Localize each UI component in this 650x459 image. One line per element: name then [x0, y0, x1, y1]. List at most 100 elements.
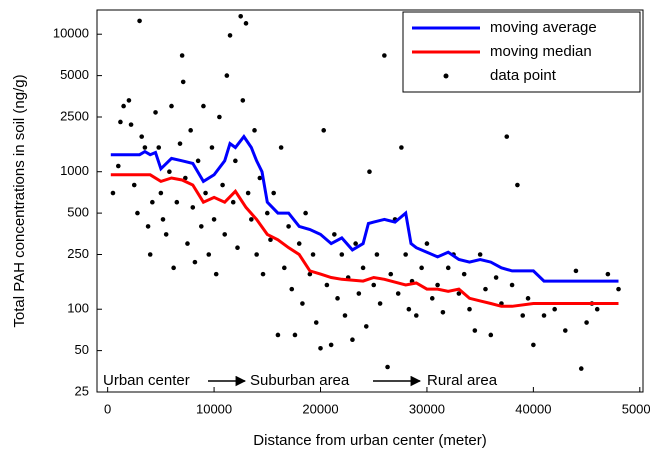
legend-label: moving average	[490, 19, 597, 36]
data-point	[413, 313, 419, 318]
data-point	[243, 21, 249, 26]
data-point	[292, 332, 298, 338]
line	[110, 134, 619, 283]
data-point	[153, 110, 158, 115]
data-point	[110, 190, 116, 196]
data-point	[310, 252, 316, 257]
data-point	[360, 265, 366, 271]
data-point	[177, 141, 183, 146]
y-axis-label: Total PAH concentrations in soil (ng/g)	[11, 74, 28, 327]
x-tick-label: 10000	[196, 401, 232, 416]
data-point	[179, 53, 185, 58]
data-point	[342, 313, 348, 318]
x-tick-label: 40000	[515, 401, 551, 416]
x-tick-label: 20000	[302, 401, 338, 416]
y-tick-label: 500	[67, 205, 89, 220]
data-point	[167, 169, 172, 175]
data-point	[222, 232, 228, 237]
legend-swatch	[443, 73, 449, 79]
data-point	[313, 320, 319, 325]
y-tick-label: 100	[67, 301, 89, 316]
data-point	[118, 119, 123, 125]
data-point	[419, 265, 424, 271]
data-point	[183, 175, 188, 181]
data-point	[240, 98, 246, 103]
data-point	[350, 337, 355, 343]
data-point	[318, 345, 323, 351]
data-point	[388, 271, 394, 277]
data-point	[382, 53, 387, 58]
data-point	[395, 291, 401, 296]
data-point	[160, 217, 166, 222]
data-point	[300, 301, 305, 306]
data-point	[363, 324, 369, 329]
data-point	[249, 217, 254, 222]
data-point	[403, 252, 408, 257]
data-point	[371, 282, 377, 288]
data-point	[520, 313, 526, 318]
data-point	[158, 190, 164, 196]
data-point	[584, 320, 589, 325]
data-point	[332, 232, 337, 237]
annotation: Rural area	[427, 372, 498, 389]
legend-label: data point	[490, 67, 557, 84]
data-point	[211, 217, 217, 222]
data-point	[254, 252, 259, 257]
data-point	[541, 313, 547, 318]
data-point	[169, 103, 174, 109]
data-point	[139, 134, 145, 139]
data-point	[260, 271, 266, 277]
plot-frame	[96, 9, 644, 393]
y-tick-label: 250	[67, 246, 89, 261]
data-point	[275, 332, 281, 338]
data-point	[328, 342, 334, 348]
data-point	[461, 271, 467, 277]
data-point	[213, 271, 219, 277]
data-point	[227, 33, 233, 38]
x-axis-label: Distance from urban center (meter)	[253, 432, 486, 449]
data-point	[156, 145, 162, 150]
data-point	[445, 265, 451, 271]
x-tick-label: 0	[104, 401, 111, 416]
data-point	[150, 199, 155, 205]
x-tick-label: 50000	[622, 401, 650, 416]
data-point	[429, 296, 435, 301]
data-point	[578, 366, 584, 371]
y-tick-label: 5000	[60, 67, 89, 82]
data-point	[137, 18, 142, 24]
data-point	[217, 114, 222, 120]
data-point	[271, 190, 276, 196]
data-point	[616, 286, 621, 292]
data-point	[385, 364, 390, 370]
data-point	[180, 79, 186, 85]
data-point	[185, 241, 190, 246]
data-point	[525, 296, 531, 301]
data-point	[573, 268, 579, 274]
x-tick-label: 30000	[409, 401, 445, 416]
data-point	[163, 232, 169, 237]
data-point	[377, 301, 383, 306]
data-point	[605, 271, 611, 277]
data-point	[435, 282, 440, 288]
data-point	[135, 210, 140, 216]
data-point	[147, 252, 153, 257]
data-point	[199, 224, 204, 229]
data-point	[424, 241, 430, 246]
legend-label: moving median	[490, 43, 592, 60]
y-tick-label: 10000	[53, 26, 89, 41]
data-point	[220, 182, 225, 188]
data-point	[563, 328, 568, 333]
data-point	[594, 306, 600, 312]
data-point	[307, 271, 313, 277]
data-point	[515, 182, 520, 188]
data-point	[483, 286, 488, 292]
data-point	[128, 122, 134, 127]
data-point	[201, 103, 206, 109]
data-point	[286, 224, 291, 229]
data-point	[477, 252, 483, 257]
data-point	[264, 210, 270, 216]
data-point	[531, 342, 536, 348]
data-point	[245, 190, 251, 196]
data-point	[145, 224, 151, 229]
